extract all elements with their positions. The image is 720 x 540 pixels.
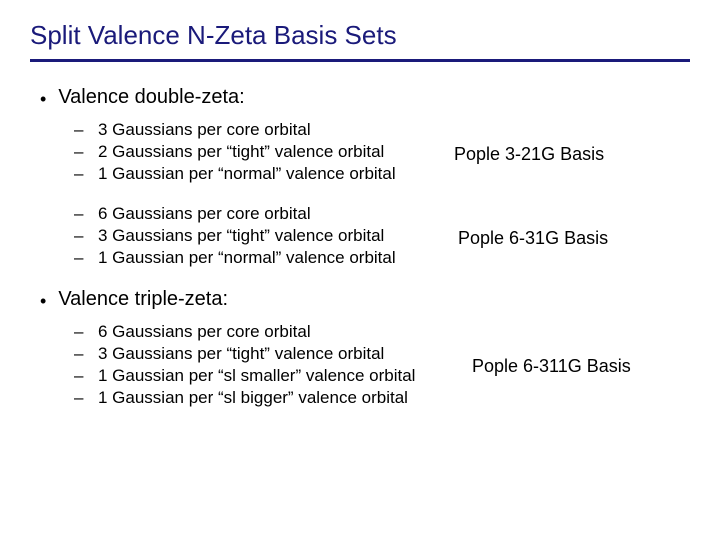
sub-item-text: 1 Gaussian per “normal” valence orbital [98,164,396,184]
dash-icon: – [74,164,88,184]
sub-group: –3 Gaussians per core orbital–2 Gaussian… [74,120,690,184]
basis-annotation: Pople 6-311G Basis [472,356,631,377]
sub-item-text: 1 Gaussian per “sl smaller” valence orbi… [98,366,415,386]
main-bullet: • Valence triple-zeta: [40,288,690,314]
sub-item-text: 1 Gaussian per “sl bigger” valence orbit… [98,388,408,408]
sub-item-text: 6 Gaussians per core orbital [98,322,311,342]
section-heading: Valence triple-zeta: [58,288,228,311]
sub-item-text: 2 Gaussians per “tight” valence orbital [98,142,384,162]
bullet-dot-icon: • [40,288,46,314]
slide-title: Split Valence N-Zeta Basis Sets [30,20,690,51]
dash-icon: – [74,366,88,386]
slide-content: •Valence double-zeta:–3 Gaussians per co… [30,86,690,408]
section-heading: Valence double-zeta: [58,86,244,109]
section: •Valence triple-zeta:–6 Gaussians per co… [30,288,690,408]
sub-item-text: 3 Gaussians per “tight” valence orbital [98,344,384,364]
dash-icon: – [74,388,88,408]
basis-annotation: Pople 6-31G Basis [458,228,608,249]
dash-icon: – [74,248,88,268]
dash-icon: – [74,322,88,342]
sub-item: –6 Gaussians per core orbital [74,322,690,342]
dash-icon: – [74,226,88,246]
title-underline [30,59,690,62]
sub-item-text: 1 Gaussian per “normal” valence orbital [98,248,396,268]
section: •Valence double-zeta:–3 Gaussians per co… [30,86,690,268]
bullet-dot-icon: • [40,86,46,112]
sub-item: –6 Gaussians per core orbital [74,204,690,224]
dash-icon: – [74,344,88,364]
main-bullet: • Valence double-zeta: [40,86,690,112]
sub-item-text: 3 Gaussians per core orbital [98,120,311,140]
sub-group: –6 Gaussians per core orbital–3 Gaussian… [74,322,690,408]
dash-icon: – [74,204,88,224]
dash-icon: – [74,142,88,162]
sub-item-text: 6 Gaussians per core orbital [98,204,311,224]
sub-item: –1 Gaussian per “normal” valence orbital [74,164,690,184]
dash-icon: – [74,120,88,140]
sub-item: –3 Gaussians per core orbital [74,120,690,140]
sub-group: –6 Gaussians per core orbital–3 Gaussian… [74,204,690,268]
sub-item: –1 Gaussian per “normal” valence orbital [74,248,690,268]
sub-item: –1 Gaussian per “sl bigger” valence orbi… [74,388,690,408]
sub-item-text: 3 Gaussians per “tight” valence orbital [98,226,384,246]
basis-annotation: Pople 3-21G Basis [454,144,604,165]
